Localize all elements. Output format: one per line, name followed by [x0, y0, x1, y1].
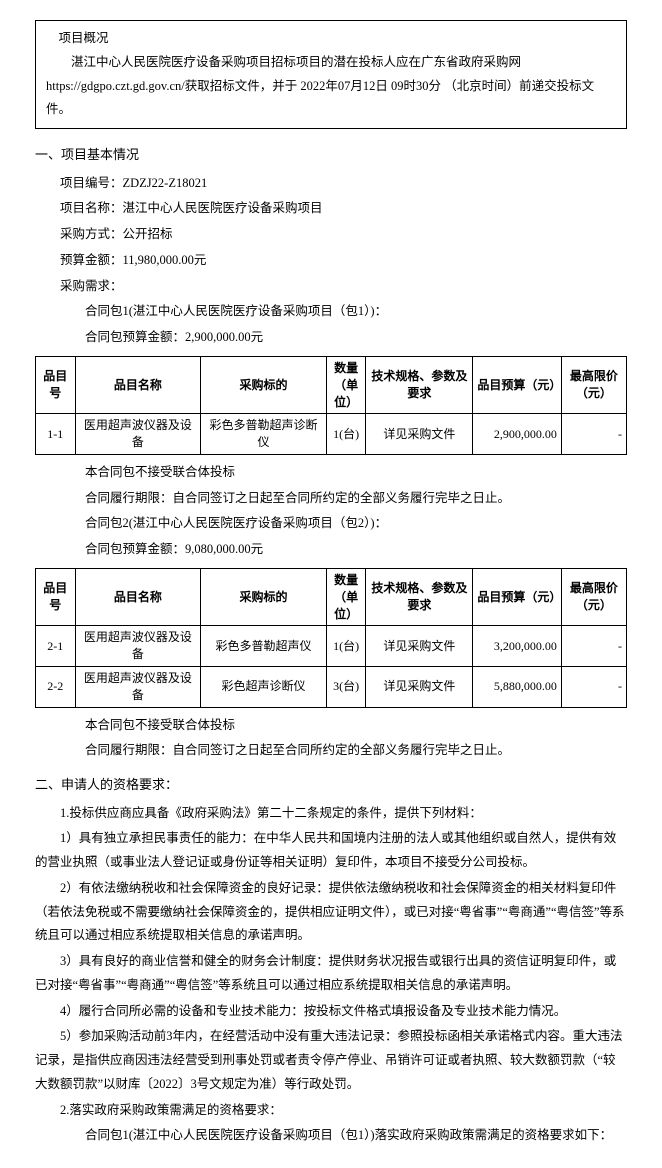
cell-target: 彩色多普勒超声诊断仪 [201, 414, 327, 455]
th-qty: 数量（单位） [326, 568, 366, 625]
pkg1-amount: 合同包预算金额：2,900,000.00元 [35, 326, 627, 350]
th-max: 最高限价（元） [561, 568, 626, 625]
cell-spec: 详见采购文件 [366, 626, 473, 667]
pkg2-title: 合同包2(湛江中心人民医院医疗设备采购项目（包2）)： [35, 512, 627, 536]
req-2-pkg1: 合同包1(湛江中心人民医院医疗设备采购项目（包1）)落实政府采购政策需满足的资格… [35, 1124, 627, 1148]
table-row: 2-2 医用超声波仪器及设备 彩色超声诊断仪 3(台) 详见采购文件 5,880… [36, 666, 627, 707]
table-header-row: 品目号 品目名称 采购标的 数量（单位） 技术规格、参数及要求 品目预算（元） … [36, 356, 627, 413]
cell-target: 彩色超声诊断仪 [201, 666, 327, 707]
table-row: 1-1 医用超声波仪器及设备 彩色多普勒超声诊断仪 1(台) 详见采购文件 2,… [36, 414, 627, 455]
cell-spec: 详见采购文件 [366, 666, 473, 707]
cell-qty: 3(台) [326, 666, 366, 707]
pkg1-title: 合同包1(湛江中心人民医院医疗设备采购项目（包1）)： [35, 300, 627, 324]
cell-qty: 1(台) [326, 626, 366, 667]
cell-qty: 1(台) [326, 414, 366, 455]
req-2: 2.落实政府采购政策需满足的资格要求： [35, 1099, 627, 1123]
pkg1-term: 合同履行期限：自合同签订之日起至合同所约定的全部义务履行完毕之日止。 [35, 487, 627, 511]
th-spec: 技术规格、参数及要求 [366, 356, 473, 413]
pkg1-table: 品目号 品目名称 采购标的 数量（单位） 技术规格、参数及要求 品目预算（元） … [35, 356, 627, 455]
th-name: 品目名称 [75, 568, 201, 625]
th-idx: 品目号 [36, 568, 76, 625]
cell-spec: 详见采购文件 [366, 414, 473, 455]
section-2-heading: 二、申请人的资格要求： [35, 773, 627, 798]
cell-target: 彩色多普勒超声仪 [201, 626, 327, 667]
table-header-row: 品目号 品目名称 采购标的 数量（单位） 技术规格、参数及要求 品目预算（元） … [36, 568, 627, 625]
req-1-4: 4）履行合同所必需的设备和专业技术能力：按投标文件格式填报设备及专业技术能力情况… [35, 1000, 627, 1024]
pkg1-no-consortium: 本合同包不接受联合体投标 [35, 461, 627, 485]
req-1-3: 3）具有良好的商业信誉和健全的财务会计制度：提供财务状况报告或银行出具的资信证明… [35, 950, 627, 998]
th-qty: 数量（单位） [326, 356, 366, 413]
cell-idx: 2-2 [36, 666, 76, 707]
cell-name: 医用超声波仪器及设备 [75, 414, 201, 455]
th-idx: 品目号 [36, 356, 76, 413]
pkg2-term: 合同履行期限：自合同签订之日起至合同所约定的全部义务履行完毕之日止。 [35, 739, 627, 763]
overview-title: 项目概况 [46, 27, 616, 51]
table-row: 2-1 医用超声波仪器及设备 彩色多普勒超声仪 1(台) 详见采购文件 3,20… [36, 626, 627, 667]
cell-idx: 1-1 [36, 414, 76, 455]
req-1-5: 5）参加采购活动前3年内，在经营活动中没有重大违法记录：参照投标函相关承诺格式内… [35, 1025, 627, 1096]
procure-need: 采购需求： [35, 275, 627, 299]
project-code: 项目编号：ZDZJ22-Z18021 [35, 172, 627, 196]
cell-idx: 2-1 [36, 626, 76, 667]
th-max: 最高限价（元） [561, 356, 626, 413]
pkg2-table: 品目号 品目名称 采购标的 数量（单位） 技术规格、参数及要求 品目预算（元） … [35, 568, 627, 708]
th-budget: 品目预算（元） [473, 568, 561, 625]
req-1: 1.投标供应商应具备《政府采购法》第二十二条规定的条件，提供下列材料： [35, 802, 627, 826]
cell-max: - [561, 626, 626, 667]
cell-budget: 3,200,000.00 [473, 626, 561, 667]
req-1-2: 2）有依法缴纳税收和社会保障资金的良好记录：提供依法缴纳税收和社会保障资金的相关… [35, 877, 627, 948]
th-budget: 品目预算（元） [473, 356, 561, 413]
procure-method: 采购方式：公开招标 [35, 223, 627, 247]
overview-body: 湛江中心人民医院医疗设备采购项目招标项目的潜在投标人应在广东省政府采购网http… [46, 51, 616, 122]
pkg2-amount: 合同包预算金额：9,080,000.00元 [35, 538, 627, 562]
overview-box: 项目概况 湛江中心人民医院医疗设备采购项目招标项目的潜在投标人应在广东省政府采购… [35, 20, 627, 129]
cell-budget: 5,880,000.00 [473, 666, 561, 707]
project-name: 项目名称：湛江中心人民医院医疗设备采购项目 [35, 197, 627, 221]
cell-name: 医用超声波仪器及设备 [75, 626, 201, 667]
budget-total: 预算金额：11,980,000.00元 [35, 249, 627, 273]
th-name: 品目名称 [75, 356, 201, 413]
pkg2-no-consortium: 本合同包不接受联合体投标 [35, 714, 627, 738]
th-target: 采购标的 [201, 568, 327, 625]
req-1-1: 1）具有独立承担民事责任的能力：在中华人民共和国境内注册的法人或其他组织或自然人… [35, 827, 627, 875]
section-1-heading: 一、项目基本情况 [35, 143, 627, 168]
cell-max: - [561, 414, 626, 455]
th-target: 采购标的 [201, 356, 327, 413]
cell-name: 医用超声波仪器及设备 [75, 666, 201, 707]
cell-max: - [561, 666, 626, 707]
th-spec: 技术规格、参数及要求 [366, 568, 473, 625]
cell-budget: 2,900,000.00 [473, 414, 561, 455]
